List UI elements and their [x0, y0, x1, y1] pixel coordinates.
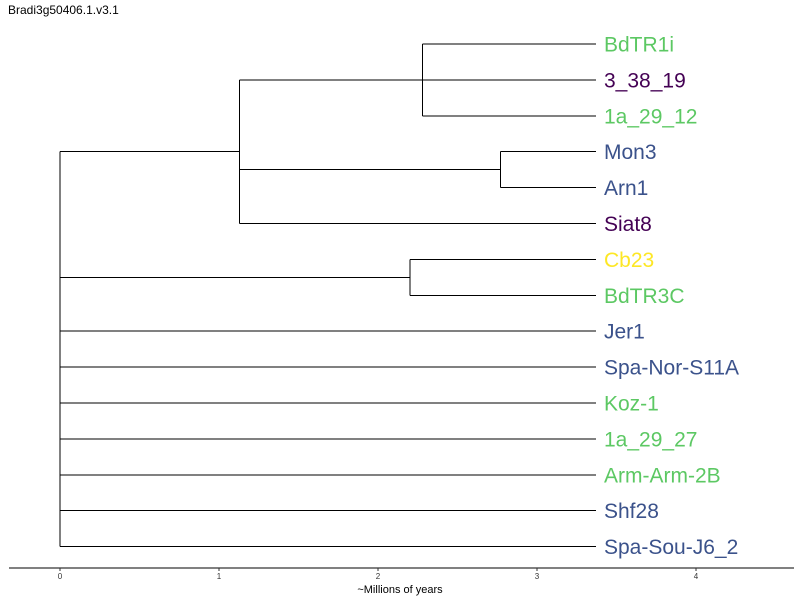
leaf-label: 1a_29_27: [604, 428, 697, 451]
leaf-label: 3_38_19: [604, 69, 686, 92]
leaf-label: Siat8: [604, 213, 652, 236]
leaf-label: Shf28: [604, 500, 659, 523]
leaf-label: Jer1: [604, 321, 645, 344]
leaf-label: Koz-1: [604, 393, 659, 416]
leaf-label: 1a_29_12: [604, 105, 697, 128]
x-axis-tick-label: 3: [535, 572, 540, 581]
x-axis-tick-label: 4: [694, 572, 699, 581]
leaf-label: Arn1: [604, 177, 648, 200]
leaf-label: BdTR1i: [604, 34, 674, 57]
leaf-label: Arm-Arm-2B: [604, 464, 721, 487]
leaf-label: BdTR3C: [604, 285, 685, 308]
plot-title: Bradi3g50406.1.v3.1: [8, 3, 119, 17]
x-axis-tick-label: 0: [58, 572, 63, 581]
leaf-label: Spa-Nor-S11A: [604, 357, 739, 380]
x-axis-title: ~Millions of years: [357, 584, 443, 596]
x-axis-tick-label: 1: [217, 572, 222, 581]
leaf-label: Cb23: [604, 249, 654, 272]
leaf-label: Mon3: [604, 141, 657, 164]
leaf-label: Spa-Sou-J6_2: [604, 536, 738, 559]
x-axis-tick-label: 2: [376, 572, 381, 581]
